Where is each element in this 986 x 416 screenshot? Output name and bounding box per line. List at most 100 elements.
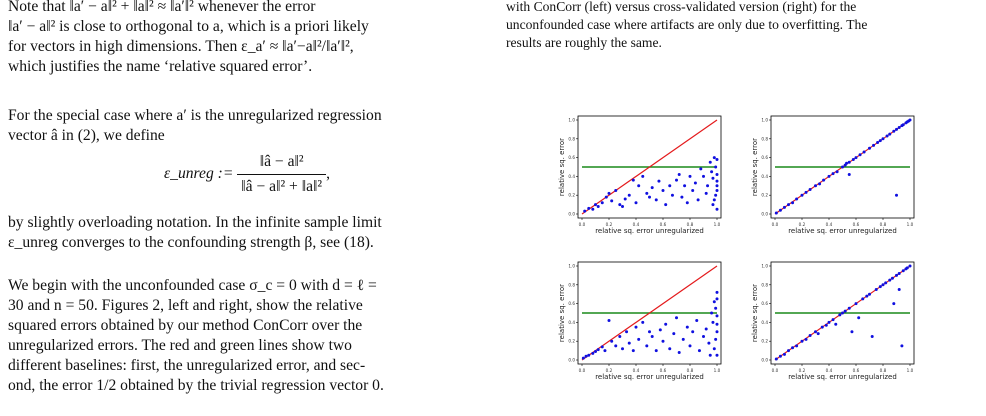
data-point [868,292,871,296]
data-point [787,349,790,353]
data-point [715,314,719,318]
equation-fraction: ‖â − a‖² ‖â − a‖² + ‖a‖² [237,152,327,197]
data-point [778,208,782,212]
x-axis-label: relative sq. error unregularized [595,227,704,235]
data-point [900,344,904,348]
data-point [868,146,871,150]
data-point [878,285,882,289]
data-point [865,294,869,298]
data-point [795,197,799,201]
data-point [814,184,817,188]
text-line: 30 and n = 50. Figures 2, left and right… [8,297,363,314]
data-point [782,352,786,356]
data-point [854,302,858,306]
data-point [645,344,649,348]
text-line: ‖a′ − a‖² is close to orthogonal to a, w… [8,18,369,35]
data-point [834,322,838,326]
data-point [699,167,703,171]
plot-frame [577,115,722,219]
data-point [808,188,812,192]
data-point [881,137,885,141]
data-point [618,335,622,338]
data-point [884,281,888,285]
y-tick-label: 1.0 [761,264,768,269]
data-point [664,203,668,207]
data-point [702,335,705,338]
text-line: for vectors in high dimensions. Then ε_a… [8,38,354,55]
x-axis-label: relative sq. error unregularized [788,373,897,381]
data-point [901,269,905,273]
y-tick-label: 0.4 [761,320,768,325]
caption-line: results are roughly the same. [506,35,662,50]
data-point [820,325,824,329]
data-point [712,198,716,202]
data-point [800,193,804,197]
equation-tail: , [326,165,330,183]
data-point [715,173,719,177]
x-tick-label: 1.0 [714,368,721,373]
x-tick-label: 0.6 [660,222,667,227]
y-tick-label: 0.6 [761,301,768,306]
data-point [890,276,894,280]
identity-line [774,119,911,215]
data-point [895,193,898,197]
data-point [858,153,862,157]
y-tick-label: 0.0 [568,212,575,217]
data-point [900,124,904,128]
x-tick-label: 0.8 [880,222,887,227]
data-point [688,174,692,178]
x-tick-label: 0.4 [633,368,640,373]
data-point [658,328,662,332]
data-point [841,165,844,169]
data-point [822,178,826,182]
equation-numerator: ‖â − a‖² [237,152,327,175]
data-point [668,184,672,188]
y-axis-label: relative sq. error [558,138,566,196]
data-point [845,161,849,165]
x-tick-label: 0.2 [799,368,806,373]
data-point [895,127,898,131]
paragraph-overloading: by slightly overloading notation. In the… [8,213,486,253]
data-point [714,337,718,341]
x-tick-label: 0.8 [687,222,694,227]
y-tick-label: 0.4 [568,320,575,325]
data-point [881,283,885,287]
data-point [905,266,909,270]
x-tick-label: 0.4 [826,222,833,227]
x-tick-label: 0.0 [772,368,779,373]
x-tick-label: 0.8 [687,368,694,373]
data-point [661,189,665,192]
data-point [787,203,790,207]
y-axis-label: relative sq. error [751,284,759,342]
data-point [888,278,892,282]
y-tick-label: 0.6 [761,155,768,160]
data-point [715,297,719,301]
data-point [904,267,908,271]
data-point [715,179,719,183]
data-point [648,330,651,334]
data-point [715,330,719,334]
data-point [697,349,701,353]
data-point [854,156,858,160]
y-tick-label: 0.6 [568,301,575,306]
y-tick-label: 0.0 [761,212,768,217]
text-line: by slightly overloading notation. In the… [8,214,382,231]
data-point [664,322,668,326]
data-point [870,335,874,338]
data-point [843,309,847,313]
data-point [897,272,901,276]
data-point [712,156,716,160]
data-point [610,339,614,343]
data-point [712,347,716,351]
data-point [657,179,661,183]
data-point [680,195,684,199]
x-tick-label: 0.4 [633,222,640,227]
paragraph-relative-error: Note that ‖a′ − a‖² + ‖a‖² ≈ ‖a′‖² whene… [8,0,486,77]
data-point [711,203,715,207]
y-tick-label: 0.0 [568,358,575,363]
data-point [824,323,828,327]
y-tick-label: 1.0 [568,118,575,123]
data-point [847,306,851,310]
y-tick-label: 0.2 [761,193,768,198]
identity-line [774,265,911,361]
